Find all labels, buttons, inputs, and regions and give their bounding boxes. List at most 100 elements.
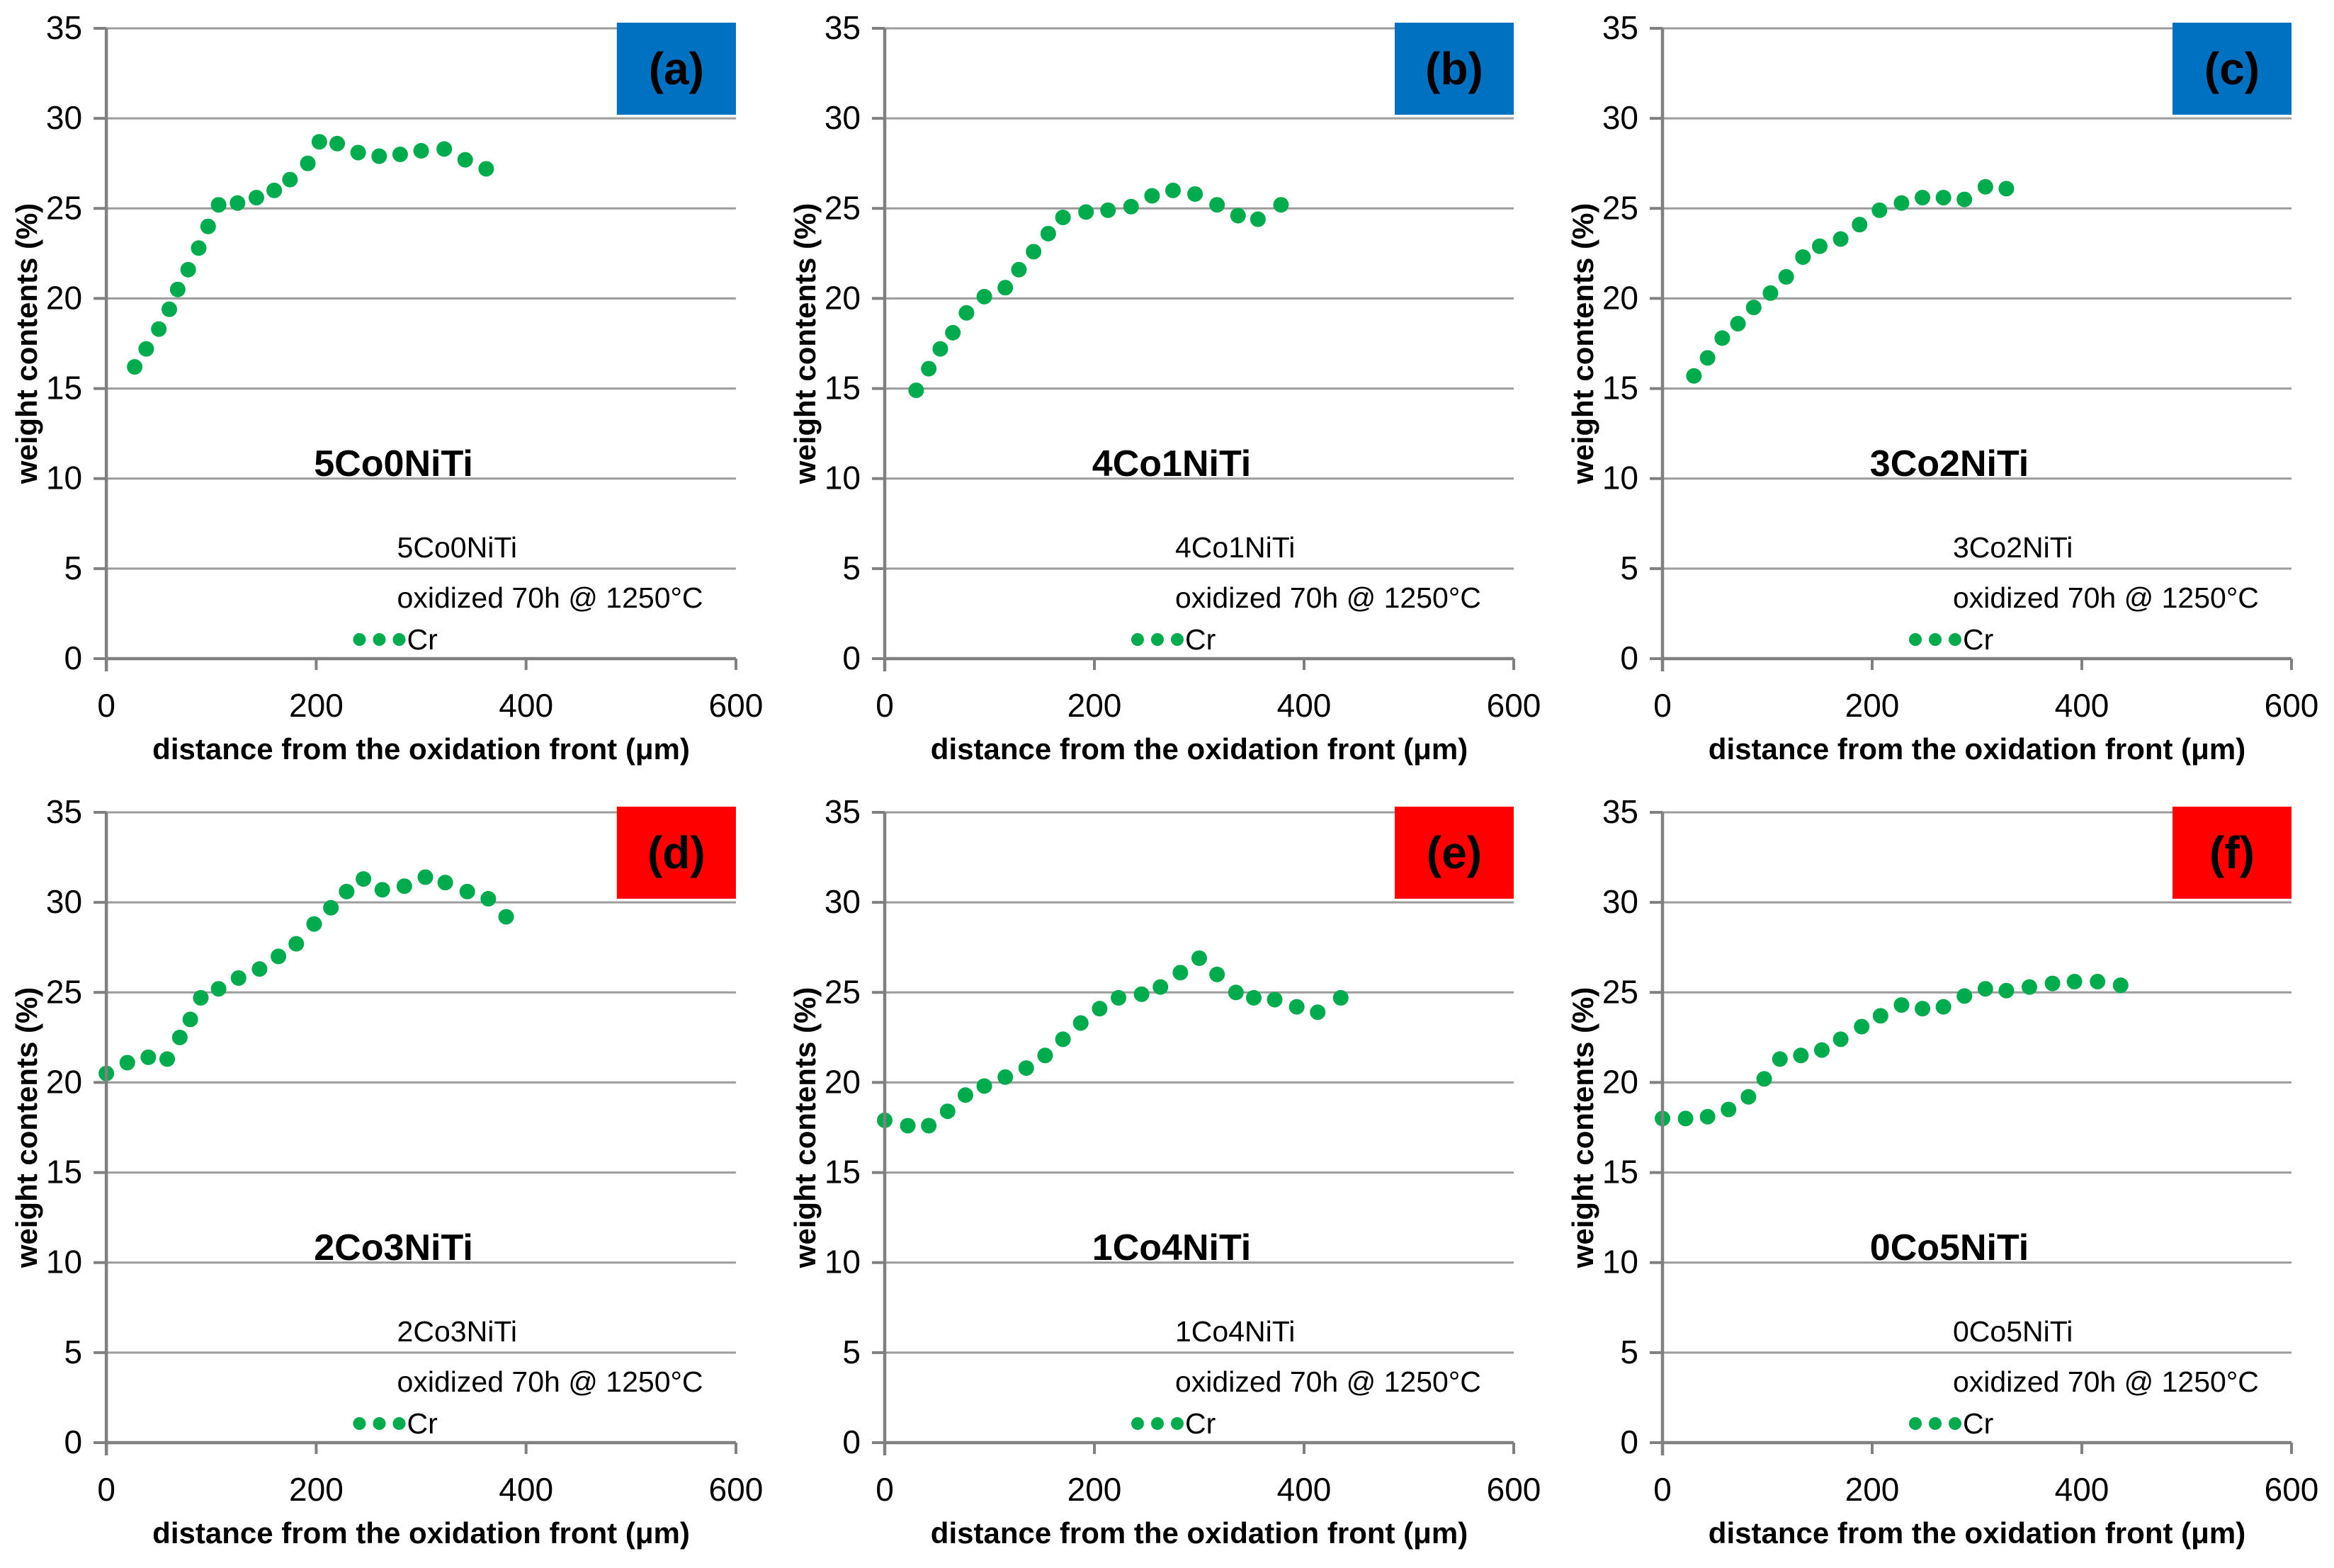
data-point: [2112, 977, 2129, 994]
y-tick-label: 10: [46, 460, 82, 496]
data-point: [1018, 1060, 1034, 1076]
legend-marker-dot: [1151, 633, 1164, 646]
data-point: [182, 1011, 198, 1028]
panel-tag-box: [616, 807, 736, 899]
data-point: [1026, 244, 1042, 260]
data-point: [266, 182, 283, 198]
data-point: [1228, 984, 1244, 1001]
legend-series-label: Cr: [1963, 623, 1993, 656]
y-axis-title: weight contents (%): [788, 203, 822, 485]
legend-line-2: oxidized 70h @ 1250°C: [1953, 581, 2259, 614]
x-tick-label: 600: [2265, 687, 2319, 724]
panel-tag-box: [616, 23, 736, 115]
data-point: [1956, 191, 1973, 208]
y-tick-label: 20: [46, 1063, 82, 1100]
data-point: [1677, 1110, 1694, 1127]
data-point: [1111, 989, 1127, 1006]
x-axis-title: distance from the oxidation front (μm): [152, 732, 690, 766]
data-point: [976, 288, 992, 305]
legend-line-1: 2Co3NiTi: [397, 1315, 517, 1348]
data-point: [1893, 997, 1910, 1013]
data-point: [306, 916, 322, 932]
x-axis-title: distance from the oxidation front (μm): [152, 1516, 690, 1550]
data-point: [2066, 974, 2083, 990]
data-point: [329, 135, 346, 152]
x-tick-label: 600: [1487, 1471, 1541, 1508]
x-tick-label: 0: [1653, 687, 1672, 724]
panel-tag-label: (a): [649, 43, 704, 94]
data-point: [374, 882, 390, 898]
y-axis-title: weight contents (%): [788, 987, 822, 1269]
data-point: [1832, 231, 1849, 247]
data-point: [1721, 1101, 1737, 1118]
data-point: [159, 1051, 176, 1067]
y-tick-label: 5: [1620, 1334, 1638, 1370]
panel-tag-label: (e): [1427, 827, 1482, 878]
data-point: [1230, 208, 1246, 224]
y-tick-label: 25: [46, 973, 82, 1010]
x-axis-title: distance from the oxidation front (μm): [1709, 1516, 2245, 1550]
panel-b: (b) 0 5 10 15 20 25 30 35 0 200 400 600 distance from…: [778, 0, 1556, 784]
y-tick-label: 5: [842, 550, 861, 586]
data-point: [958, 305, 975, 321]
data-point: [1977, 178, 1993, 195]
data-point: [1288, 999, 1305, 1015]
legend-series-label: Cr: [407, 1407, 438, 1440]
x-tick-label: 200: [1845, 1471, 1900, 1508]
data-point: [945, 324, 961, 341]
data-point: [1832, 1031, 1849, 1047]
data-point: [939, 1103, 956, 1120]
y-tick-label: 0: [1620, 640, 1638, 676]
x-tick-label: 400: [499, 1471, 553, 1508]
data-point: [323, 899, 339, 916]
data-point: [1812, 238, 1828, 254]
data-point: [1793, 1047, 1809, 1064]
legend-marker-dot: [353, 633, 366, 646]
y-tick-label: 10: [1602, 1244, 1638, 1280]
panel-a-chart: (a) 0 5 10 15 20 25 30 35 0 200 400 600 distance from…: [0, 0, 778, 784]
panel-f-chart: (f) 0 5 10 15 20 25 30 35 0 200 400 600 distance from…: [1556, 784, 2334, 1568]
data-point: [180, 261, 196, 278]
y-tick-label: 25: [46, 189, 82, 226]
panel-background: [778, 0, 1556, 784]
x-tick-label: 400: [2055, 687, 2109, 724]
data-point: [413, 142, 429, 159]
data-point: [138, 341, 154, 357]
data-point: [210, 197, 227, 213]
y-tick-label: 30: [825, 883, 861, 920]
data-point: [1144, 188, 1160, 204]
legend-marker-dot: [1171, 633, 1184, 646]
panel-a: (a) 0 5 10 15 20 25 30 35 0 200 400 600 distance from…: [0, 0, 778, 784]
data-point: [339, 883, 355, 899]
panel-tag-box: [1395, 23, 1514, 115]
legend-line-1: 3Co2NiTi: [1953, 531, 2073, 564]
data-point: [1037, 1047, 1053, 1064]
legend-marker-dot: [1909, 633, 1922, 646]
data-point: [1872, 1008, 1888, 1024]
x-tick-label: 0: [97, 687, 115, 724]
data-point: [127, 359, 143, 375]
y-tick-label: 10: [46, 1244, 82, 1280]
y-tick-label: 25: [825, 973, 861, 1010]
y-axis-title: weight contents (%): [1566, 203, 1599, 485]
data-point: [1072, 1015, 1089, 1031]
x-tick-label: 400: [1277, 687, 1332, 724]
data-point: [1273, 197, 1289, 213]
data-point: [140, 1049, 157, 1065]
data-point: [1699, 1108, 1716, 1125]
data-point: [392, 147, 408, 162]
legend-marker-dot: [373, 633, 386, 646]
data-point: [1332, 989, 1349, 1006]
y-tick-label: 5: [1620, 550, 1638, 586]
data-point: [480, 891, 497, 907]
data-point: [1935, 999, 1951, 1015]
y-tick-label: 35: [1602, 793, 1638, 830]
data-point: [1762, 285, 1779, 301]
y-tick-label: 35: [825, 793, 861, 830]
data-point: [417, 869, 434, 885]
panel-tag-label: (c): [2204, 43, 2260, 94]
data-point: [976, 1078, 992, 1094]
data-point: [210, 981, 227, 997]
data-point: [1123, 198, 1139, 215]
data-point: [1915, 1001, 1931, 1017]
